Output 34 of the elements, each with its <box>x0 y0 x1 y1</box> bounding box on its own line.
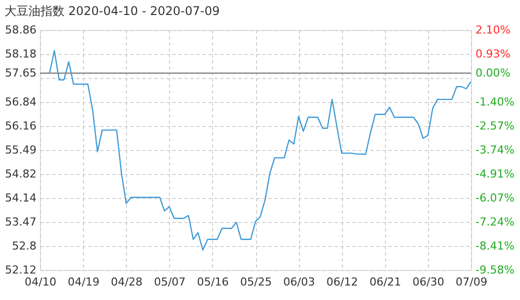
x-tick-label: 04/10 <box>24 276 56 288</box>
x-tick-label: 04/19 <box>68 276 100 288</box>
y-tick-label: 56.16 <box>5 120 36 133</box>
chart-title: 大豆油指数 2020-04-10 - 2020-07-09 <box>4 4 220 18</box>
x-tick-label: 05/16 <box>197 276 229 288</box>
x-tick-label: 06/30 <box>412 276 444 288</box>
y2-tick-label: -9.58% <box>476 264 514 276</box>
y2-tick-label: -6.07% <box>476 191 514 204</box>
y-tick-label: 57.65 <box>5 66 36 80</box>
y2-tick-label: -7.24% <box>476 215 514 228</box>
y-tick-label: 54.14 <box>5 192 36 205</box>
y-tick-label: 55.49 <box>5 144 36 156</box>
y2-tick-label: 0.00% <box>476 66 510 80</box>
x-tick-label: 05/25 <box>240 276 272 288</box>
y2-tick-label: 0.93% <box>476 48 510 61</box>
x-tick-label: 06/21 <box>369 276 402 288</box>
x-tick-label: 06/12 <box>326 276 358 288</box>
y-tick-label: 52.12 <box>5 264 36 276</box>
y-tick-label: 53.47 <box>5 215 36 228</box>
y-tick-label: 56.84 <box>5 95 36 108</box>
x-tick-label: 05/07 <box>154 276 186 288</box>
x-tick-label: 06/03 <box>283 276 315 288</box>
y2-tick-label: -2.57% <box>476 119 514 132</box>
y2-tick-label: -1.40% <box>476 95 514 108</box>
y2-tick-label: -8.41% <box>476 239 514 252</box>
y-tick-label: 52.8 <box>12 239 36 252</box>
y2-tick-label: -3.74% <box>476 144 514 156</box>
y-tick-label: 54.82 <box>5 167 36 180</box>
y2-tick-label: 2.10% <box>476 24 510 36</box>
x-tick-label: 07/09 <box>456 276 488 288</box>
x-tick-label: 04/28 <box>110 276 143 288</box>
y-tick-label: 58.18 <box>5 48 36 61</box>
y-tick-label: 58.86 <box>5 24 36 36</box>
y2-tick-label: -4.91% <box>476 168 514 181</box>
